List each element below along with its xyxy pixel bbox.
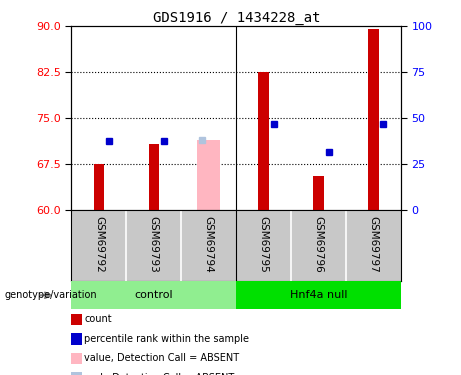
Bar xyxy=(94,164,104,210)
Bar xyxy=(148,144,159,210)
Bar xyxy=(368,29,379,210)
Bar xyxy=(259,72,269,210)
Title: GDS1916 / 1434228_at: GDS1916 / 1434228_at xyxy=(153,11,320,25)
Text: rank, Detection Call = ABSENT: rank, Detection Call = ABSENT xyxy=(84,373,235,375)
Text: GSM69796: GSM69796 xyxy=(313,216,324,273)
Text: GSM69795: GSM69795 xyxy=(259,216,269,273)
Text: GSM69793: GSM69793 xyxy=(149,216,159,273)
Bar xyxy=(197,140,220,210)
Text: value, Detection Call = ABSENT: value, Detection Call = ABSENT xyxy=(84,354,239,363)
Text: control: control xyxy=(135,290,173,300)
Text: GSM69797: GSM69797 xyxy=(369,216,378,273)
Bar xyxy=(313,176,324,210)
Text: Hnf4a null: Hnf4a null xyxy=(290,290,348,300)
Text: GSM69792: GSM69792 xyxy=(94,216,104,273)
Text: genotype/variation: genotype/variation xyxy=(5,290,97,300)
Text: percentile rank within the sample: percentile rank within the sample xyxy=(84,334,249,344)
Bar xyxy=(236,281,401,309)
Text: count: count xyxy=(84,315,112,324)
Text: GSM69794: GSM69794 xyxy=(204,216,214,273)
Bar xyxy=(71,281,236,309)
